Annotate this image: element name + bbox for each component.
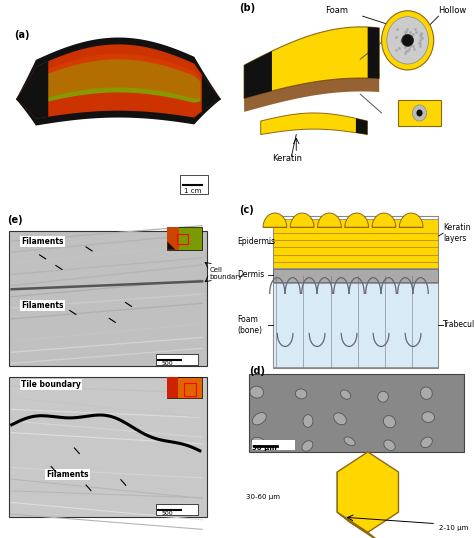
Text: 1 cm: 1 cm — [184, 188, 201, 194]
Text: (d): (d) — [249, 366, 265, 377]
Ellipse shape — [401, 34, 413, 46]
Bar — [9, 231, 207, 366]
Ellipse shape — [334, 413, 346, 425]
Text: (a): (a) — [14, 30, 29, 39]
Polygon shape — [337, 472, 350, 522]
Bar — [398, 100, 441, 126]
Bar — [273, 219, 438, 267]
Polygon shape — [16, 38, 221, 125]
Text: Cell
boundary: Cell boundary — [209, 267, 242, 280]
Bar — [167, 377, 202, 398]
Bar — [9, 377, 207, 516]
Polygon shape — [16, 45, 221, 119]
Bar — [249, 374, 464, 452]
Polygon shape — [337, 452, 399, 532]
Text: (e): (e) — [7, 215, 23, 225]
Bar — [177, 233, 188, 244]
Polygon shape — [244, 78, 379, 112]
Ellipse shape — [252, 437, 265, 447]
Text: 500: 500 — [162, 360, 173, 366]
Circle shape — [387, 17, 428, 64]
Ellipse shape — [252, 413, 266, 425]
Polygon shape — [244, 27, 379, 98]
Polygon shape — [26, 54, 204, 101]
Bar — [155, 504, 198, 515]
Polygon shape — [30, 59, 201, 104]
Polygon shape — [318, 213, 341, 228]
Text: Trabeculae: Trabeculae — [443, 321, 474, 329]
Ellipse shape — [344, 437, 355, 445]
Polygon shape — [356, 118, 367, 134]
Text: Dermis: Dermis — [237, 270, 264, 279]
Ellipse shape — [340, 390, 351, 399]
Bar — [167, 227, 202, 250]
Polygon shape — [345, 213, 369, 228]
Circle shape — [416, 110, 423, 117]
Circle shape — [382, 11, 434, 70]
Ellipse shape — [250, 386, 264, 398]
Bar — [167, 377, 178, 398]
Bar — [180, 175, 208, 194]
Polygon shape — [263, 213, 287, 228]
Ellipse shape — [295, 389, 307, 399]
Text: Hollow: Hollow — [438, 6, 467, 16]
Ellipse shape — [378, 391, 388, 402]
Polygon shape — [368, 27, 379, 79]
Bar — [183, 383, 196, 397]
Ellipse shape — [421, 437, 432, 448]
Bar — [273, 216, 438, 368]
Ellipse shape — [422, 412, 435, 422]
Polygon shape — [399, 213, 423, 228]
Ellipse shape — [302, 441, 313, 451]
Polygon shape — [261, 113, 367, 134]
Polygon shape — [244, 51, 272, 98]
Ellipse shape — [383, 415, 395, 428]
Text: 500: 500 — [162, 511, 173, 516]
Text: Filaments: Filaments — [21, 301, 64, 310]
Bar — [273, 269, 438, 282]
Text: (c): (c) — [239, 205, 254, 215]
Bar — [167, 227, 179, 250]
Polygon shape — [290, 213, 314, 228]
Ellipse shape — [384, 440, 395, 450]
Text: Keratin: Keratin — [273, 154, 302, 164]
Text: (b): (b) — [239, 3, 255, 13]
Text: Filaments: Filaments — [46, 470, 89, 479]
Text: 2-10 μm: 2-10 μm — [438, 525, 468, 531]
Polygon shape — [167, 242, 175, 250]
Bar — [252, 440, 294, 450]
Circle shape — [412, 105, 427, 121]
Bar — [155, 353, 198, 365]
Ellipse shape — [303, 415, 313, 427]
Text: Foam
(bone): Foam (bone) — [237, 315, 262, 335]
Ellipse shape — [420, 387, 432, 399]
Polygon shape — [202, 74, 221, 111]
Text: 50 μm: 50 μm — [252, 444, 277, 451]
Text: 30-60 μm: 30-60 μm — [246, 494, 281, 500]
Text: Foam: Foam — [325, 6, 348, 16]
Polygon shape — [337, 512, 381, 538]
Polygon shape — [16, 61, 48, 119]
Polygon shape — [372, 213, 396, 228]
Text: Keratin
layers: Keratin layers — [443, 223, 471, 243]
Text: Filaments: Filaments — [21, 237, 64, 246]
Text: Epidermis: Epidermis — [237, 237, 275, 246]
Text: Tile boundary: Tile boundary — [21, 380, 81, 389]
Bar — [273, 284, 438, 366]
